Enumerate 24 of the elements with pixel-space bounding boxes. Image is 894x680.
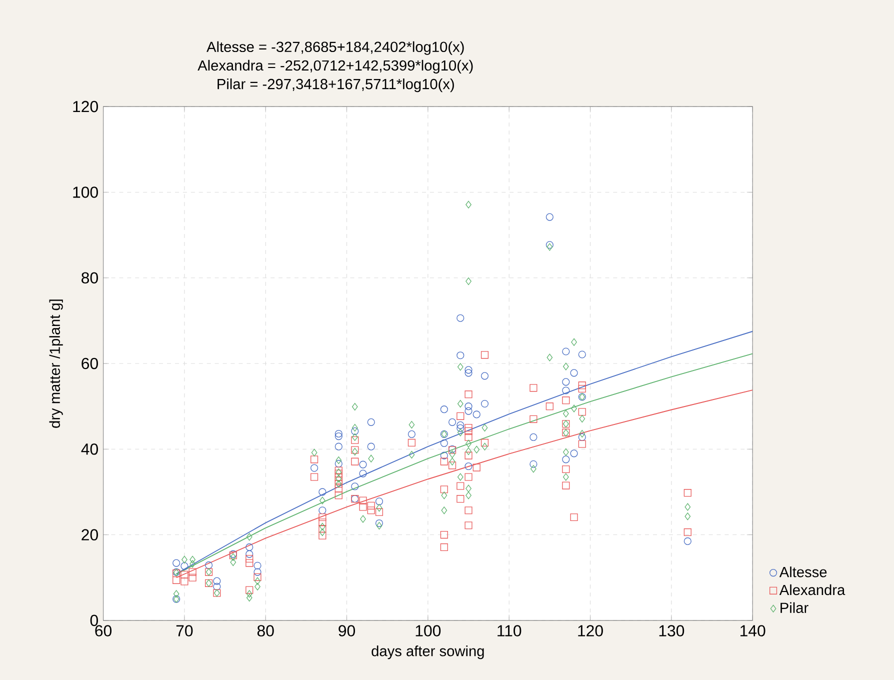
x-axis-title: days after sowing — [372, 645, 484, 660]
y-tick-label: 120 — [73, 100, 98, 112]
legend-label: Altesse — [779, 566, 827, 578]
x-tick-label: 130 — [659, 625, 684, 636]
text: Alexandra = -252,0712+142,5399*log10(x) — [198, 60, 473, 74]
x-tick-label: 90 — [338, 625, 356, 636]
x-tick-label: 140 — [740, 625, 766, 636]
x-tick-label: 120 — [578, 625, 603, 636]
y-tick-label: 80 — [82, 272, 98, 284]
x-tick-label: 110 — [498, 625, 522, 636]
y-tick-label: 40 — [81, 443, 98, 455]
y-tick-label: 20 — [82, 529, 98, 540]
y-axis-title: dry matter /1plant g] — [49, 300, 63, 428]
legend-label: Pilar — [780, 602, 808, 613]
y-tick-label: 0 — [90, 614, 98, 626]
legend-label: Alexandra — [779, 584, 846, 596]
y-tick-label: 60 — [82, 358, 98, 370]
x-tick-label: 80 — [257, 625, 274, 636]
x-tick-label: 60 — [95, 625, 112, 636]
text: Altesse = -327,8685+184,2402*log10(x) — [206, 41, 464, 55]
text: Pilar = -297,3418+167,5711*log10(x) — [218, 78, 454, 92]
y-tick-label: 100 — [73, 186, 98, 198]
x-tick-label: 100 — [416, 625, 441, 636]
x-tick-label: 70 — [176, 625, 193, 636]
